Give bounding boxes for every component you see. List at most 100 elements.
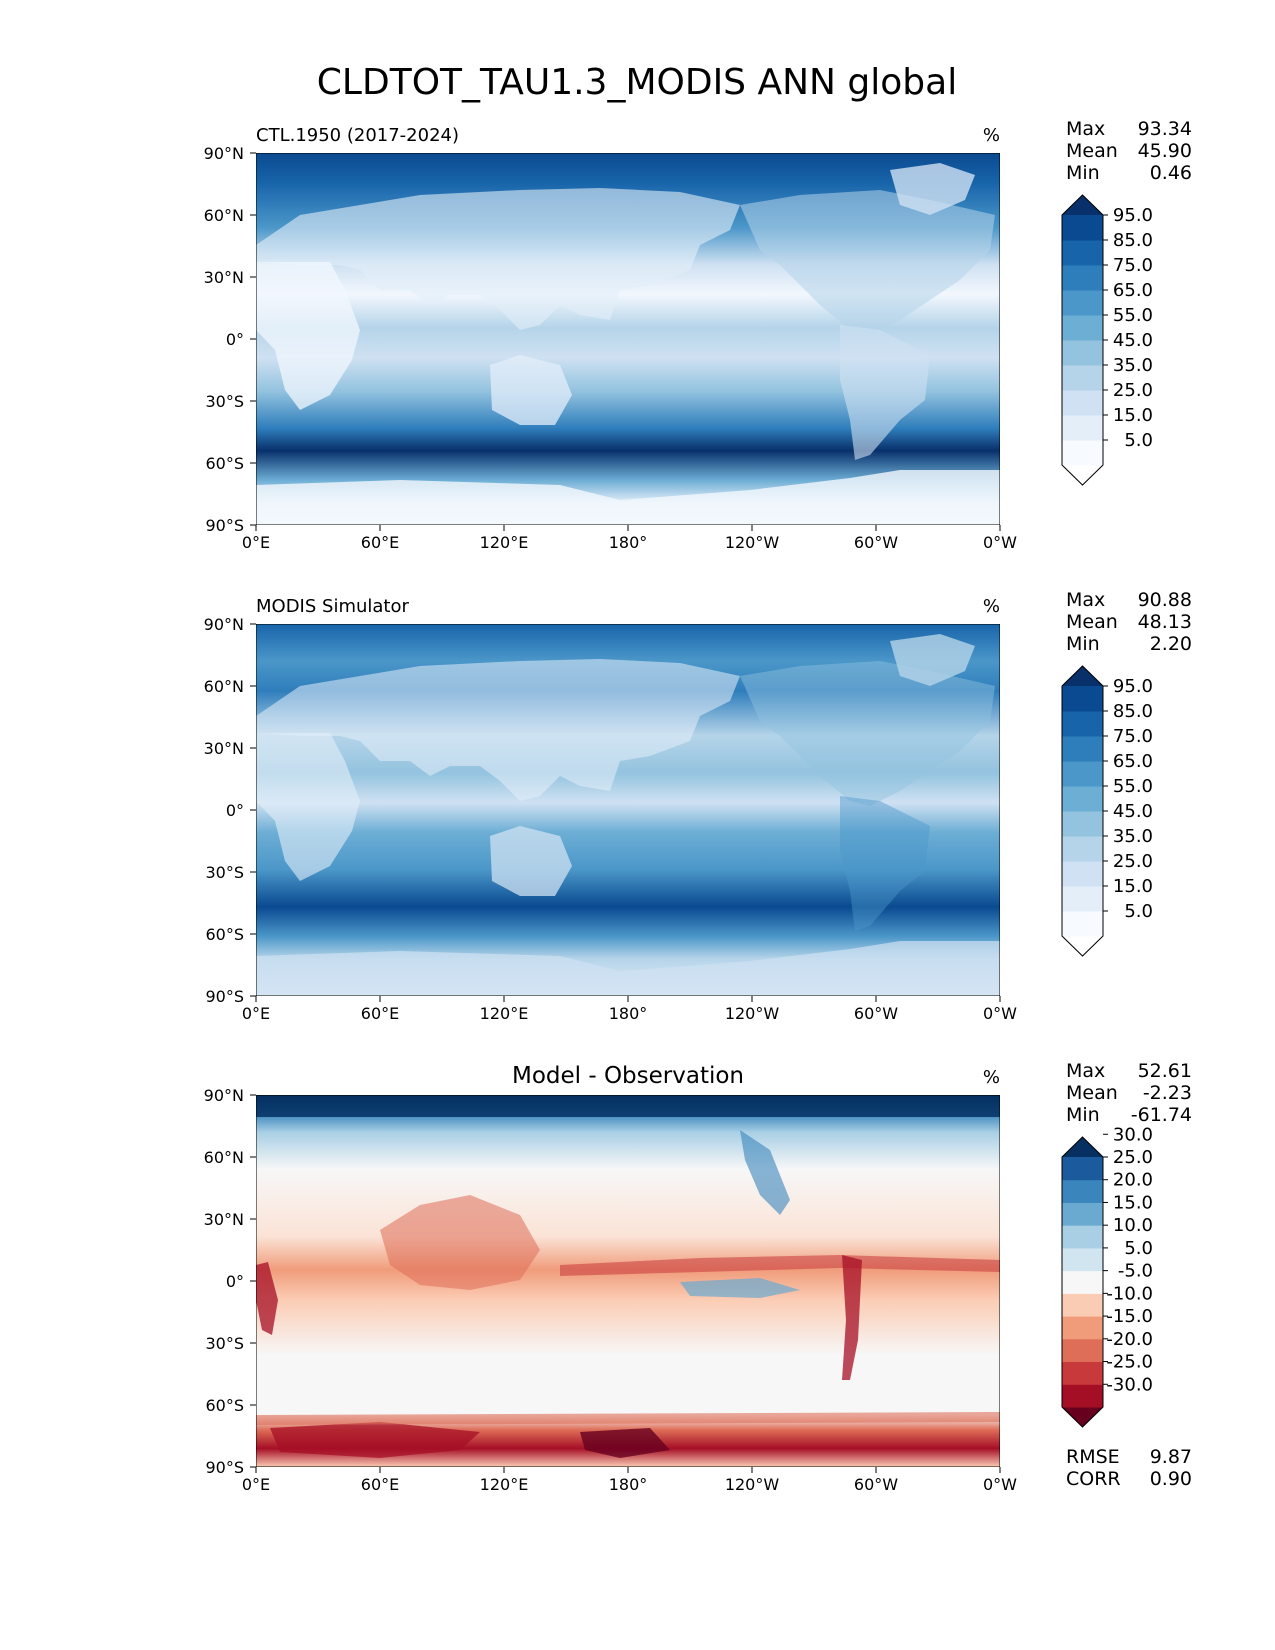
- colorbar-tick-label: -30.0: [1106, 1374, 1153, 1395]
- stat-value-mean: -2.23: [1143, 1082, 1192, 1104]
- stat-label-corr: CORR: [1066, 1468, 1121, 1490]
- y-tick-label: 60°N: [204, 206, 244, 225]
- y-tick-label: 30°N: [204, 268, 244, 287]
- colorbar-tick-label: 55.0: [1113, 305, 1153, 326]
- colorbar-bin: [1062, 1270, 1103, 1294]
- continent-africa: [256, 262, 360, 410]
- x-tick-label: 180°: [609, 1004, 648, 1023]
- colorbar-tick-label: 75.0: [1113, 255, 1153, 276]
- colorbar-bin: [1062, 1361, 1103, 1385]
- colorbar-tick-label: 15.0: [1113, 876, 1153, 897]
- north-america-west-positive: [740, 1130, 790, 1215]
- colorbar-tick-label: 45.0: [1113, 801, 1153, 822]
- colorbar-tick-label: -5.0: [1118, 1261, 1153, 1282]
- colorbar-tick-label: 25.0: [1113, 851, 1153, 872]
- panel-ctl: CTL.1950 (2017-2024) % 0°E 60°E 120°E 180° 1…: [204, 118, 1192, 552]
- colorbar-bin: [1062, 215, 1103, 241]
- colorbar-bin: [1062, 1384, 1103, 1408]
- map-field: [256, 153, 1000, 525]
- colorbar-bin: [1062, 811, 1103, 837]
- colorbar-extend-max: [1062, 195, 1103, 215]
- x-tick-label: 60°W: [854, 1475, 898, 1494]
- colorbar-tick-label: 20.0: [1113, 1170, 1153, 1191]
- continent-australia: [490, 355, 572, 425]
- colorbar: -30.0-25.0-20.0-15.0-10.0-5.05.010.015.0…: [1061, 1124, 1153, 1428]
- colorbar-tick-label: -25.0: [1106, 1352, 1153, 1373]
- units-label: %: [983, 125, 1000, 146]
- y-tick-label: 0°: [226, 330, 244, 349]
- x-tick-label: 60°W: [854, 533, 898, 552]
- panel-title: MODIS Simulator: [256, 596, 409, 617]
- x-tick-label: 60°E: [361, 1475, 399, 1494]
- panel-diff: Model - Observation % 0°E 60°E 120°E 180° 12…: [204, 1060, 1192, 1494]
- colorbar-bin: [1062, 390, 1103, 416]
- anomaly-patches: [256, 1095, 1000, 1458]
- stat-value-mean: 45.90: [1138, 140, 1192, 162]
- y-tick-label: 0°: [226, 1272, 244, 1291]
- stat-value-min: -61.74: [1131, 1104, 1192, 1126]
- x-tick-label: 120°E: [480, 1475, 529, 1494]
- y-tick-label: 90°S: [205, 1458, 244, 1477]
- colorbar-bin: [1062, 861, 1103, 887]
- stat-value-rmse: 9.87: [1150, 1446, 1192, 1468]
- colorbar-bin: [1062, 1157, 1103, 1181]
- stat-value-corr: 0.90: [1150, 1468, 1192, 1490]
- y-tick-label: 60°S: [205, 1396, 244, 1415]
- stats-block: Max 90.88 Mean 48.13 Min 2.20: [1066, 589, 1192, 655]
- y-tick-label: 90°N: [204, 144, 244, 163]
- colorbar-extend-min: [1062, 1407, 1103, 1427]
- pacific-positive: [680, 1278, 800, 1298]
- stat-label-min: Min: [1066, 1104, 1100, 1126]
- x-tick-label: 0°E: [242, 533, 270, 552]
- stat-label-min: Min: [1066, 633, 1100, 655]
- colorbar-tick-label: 5.0: [1124, 430, 1153, 451]
- arctic-positive-band: [256, 1095, 1000, 1117]
- colorbar-outline: [1061, 1136, 1104, 1428]
- colorbar-extend-min: [1062, 936, 1103, 956]
- x-tick-label: 120°W: [725, 1475, 780, 1494]
- y-tick-label: 30°S: [205, 392, 244, 411]
- map-field: [256, 624, 1000, 996]
- colorbar-extend-max: [1062, 1137, 1103, 1157]
- stat-label-mean: Mean: [1066, 611, 1118, 633]
- land-patches: [256, 163, 1000, 525]
- stats-block: Max 93.34 Mean 45.90 Min 0.46: [1066, 118, 1192, 184]
- x-tick-label: 120°E: [480, 1004, 529, 1023]
- x-tick-label: 180°: [609, 533, 648, 552]
- continent-africa: [256, 733, 360, 881]
- colorbar-bin: [1062, 836, 1103, 862]
- colorbar-bin: [1062, 736, 1103, 762]
- colorbar: 5.0 15.0 25.0 35.0 45.0 55.0 65.0 75.0 85.0 95.0: [1061, 194, 1153, 486]
- colorbar-bin: [1062, 415, 1103, 441]
- y-tick-label: 90°S: [205, 516, 244, 535]
- continent-greenland: [890, 163, 975, 215]
- colorbar-tick-label: 5.0: [1124, 901, 1153, 922]
- axes: 0°E 60°E 120°E 180° 120°W 60°W 0°W 90°N 60°N 30°N…: [204, 144, 1018, 552]
- colorbar-tick-label: 95.0: [1113, 676, 1153, 697]
- colorbar-tick-label: 5.0: [1124, 1238, 1153, 1259]
- colorbar-tick-label: 10.0: [1113, 1215, 1153, 1236]
- y-tick-label: 60°N: [204, 677, 244, 696]
- land-patches: [256, 634, 1000, 996]
- itcz-negative-band: [560, 1255, 1000, 1276]
- colorbar-outline: [1061, 665, 1104, 957]
- x-tick-label: 0°W: [983, 1004, 1017, 1023]
- y-tick-label: 90°N: [204, 615, 244, 634]
- map-background: [256, 1095, 1000, 1467]
- stat-label-max: Max: [1066, 589, 1105, 611]
- colorbar-tick-label: 85.0: [1113, 230, 1153, 251]
- colorbar-bin: [1062, 1202, 1103, 1226]
- colorbar-bin: [1062, 1338, 1103, 1363]
- error-stats-block: RMSE 9.87 CORR 0.90: [1066, 1446, 1192, 1490]
- colorbar-bin: [1062, 365, 1103, 391]
- colorbar-tick-label: 45.0: [1113, 330, 1153, 351]
- stat-value-max: 90.88: [1138, 589, 1192, 611]
- colorbar-tick-label: 85.0: [1113, 701, 1153, 722]
- colorbar-bin: [1062, 240, 1103, 266]
- colorbar-tick-label: 15.0: [1113, 1192, 1153, 1213]
- x-tick-label: 0°W: [983, 533, 1017, 552]
- stat-value-max: 93.34: [1138, 118, 1192, 140]
- colorbar-bin: [1062, 265, 1103, 291]
- continent-south-america: [840, 796, 930, 931]
- colorbar-extend-max: [1062, 666, 1103, 686]
